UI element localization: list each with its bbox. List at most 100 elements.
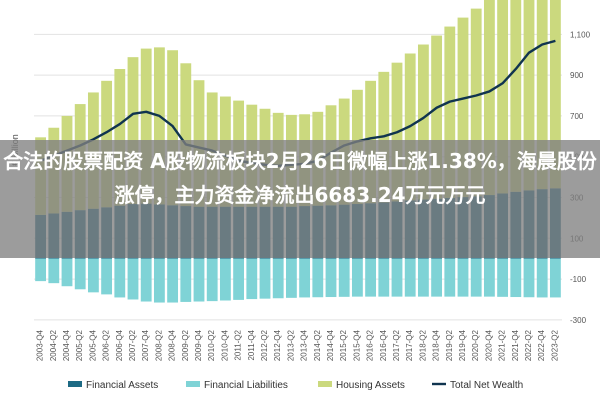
housing-assets-bar <box>417 44 429 200</box>
financial-liabilities-bar <box>497 258 509 297</box>
financial-liabilities-bar <box>312 258 324 298</box>
legend-label: Total Net Wealth <box>450 380 523 391</box>
financial-liabilities-bar <box>74 258 86 290</box>
financial-liabilities-bar <box>351 258 363 297</box>
financial-liabilities-bar <box>193 258 205 302</box>
x-tick-label: 2019-Q2 <box>445 329 454 361</box>
x-tick-label: 2018-Q2 <box>418 329 427 361</box>
financial-liabilities-bar <box>259 258 271 299</box>
x-tick-label: 2006-Q2 <box>102 329 111 361</box>
housing-assets-bar <box>180 63 192 207</box>
x-tick-label: 2021-Q4 <box>511 329 520 361</box>
x-tick-label: 2023-Q2 <box>550 329 559 361</box>
x-tick-label: 2011-Q4 <box>247 329 256 360</box>
financial-liabilities-bar <box>483 258 495 297</box>
housing-assets-bar <box>497 0 509 194</box>
x-tick-label: 2013-Q4 <box>300 329 309 361</box>
x-tick-label: 2004-Q4 <box>62 329 71 361</box>
x-tick-label: 2003-Q4 <box>36 329 45 361</box>
y-tick-label: 700 <box>570 112 584 121</box>
financial-liabilities-bar <box>536 258 548 298</box>
financial-liabilities-bar <box>391 258 403 297</box>
financial-liabilities-bar <box>325 258 337 298</box>
x-tick-label: 2008-Q4 <box>168 329 177 361</box>
financial-liabilities-bar <box>365 258 377 297</box>
x-tick-label: 2006-Q4 <box>115 329 124 361</box>
x-tick-label: 2005-Q2 <box>75 329 84 361</box>
x-tick-label: 2020-Q4 <box>484 329 493 361</box>
financial-liabilities-bar <box>167 258 179 303</box>
legend-swatch <box>186 381 200 387</box>
financial-liabilities-bar <box>35 258 47 282</box>
housing-assets-bar <box>523 0 535 191</box>
financial-liabilities-bar <box>285 258 297 298</box>
x-tick-label: 2015-Q4 <box>352 329 361 361</box>
y-tick-label: -300 <box>570 316 587 325</box>
x-tick-label: 2020-Q2 <box>471 329 480 361</box>
financial-liabilities-bar <box>470 258 482 297</box>
financial-liabilities-bar <box>523 258 535 298</box>
x-tick-label: 2021-Q2 <box>498 329 507 361</box>
legend-label: Housing Assets <box>336 380 405 391</box>
financial-liabilities-bar <box>180 258 192 302</box>
headline-text: 合法的股票配资 A股物流板块2月26日微幅上涨1.38%，海晨股份涨停，主力资金… <box>3 149 597 207</box>
x-tick-label: 2014-Q4 <box>326 329 335 361</box>
housing-assets-bar <box>127 57 139 205</box>
housing-assets-bar <box>470 8 482 197</box>
legend: Financial Assets Financial Liabilities Hou… <box>68 380 523 391</box>
x-tick-label: 2010-Q2 <box>207 329 216 361</box>
x-tick-label: 2017-Q2 <box>392 329 401 361</box>
financial-liabilities-bar <box>206 258 218 302</box>
x-tick-label: 2007-Q4 <box>141 329 150 361</box>
legend-swatch <box>68 381 82 387</box>
x-tick-label: 2017-Q4 <box>405 329 414 361</box>
legend-label: Financial Liabilities <box>204 380 288 391</box>
financial-liabilities-bar <box>246 258 258 300</box>
x-tick-label: 2012-Q4 <box>273 329 282 361</box>
financial-liabilities-bar <box>444 258 456 297</box>
x-tick-label: 2009-Q4 <box>194 329 203 361</box>
x-tick-label: 2018-Q4 <box>432 329 441 361</box>
financial-liabilities-bar <box>87 258 99 293</box>
x-tick-label: 2011-Q2 <box>234 329 243 360</box>
financial-liabilities-bar <box>338 258 350 297</box>
x-tick-label: 2010-Q4 <box>220 329 229 361</box>
x-tick-label: 2009-Q2 <box>181 329 190 361</box>
housing-assets-bar <box>483 0 495 196</box>
financial-liabilities-bar <box>61 258 73 287</box>
financial-liabilities-bar <box>114 258 126 298</box>
legend-swatch <box>318 381 332 387</box>
x-tick-label: 2016-Q2 <box>366 329 375 361</box>
housing-assets-bar <box>457 17 469 198</box>
financial-liabilities-bar <box>510 258 522 298</box>
housing-assets-bar <box>536 0 548 190</box>
x-tick-label: 2015-Q2 <box>339 329 348 361</box>
x-tick-label: 2022-Q2 <box>524 329 533 361</box>
financial-liabilities-bar <box>549 258 561 298</box>
x-tick-label: 2012-Q2 <box>260 329 269 361</box>
housing-assets-bar <box>549 0 561 189</box>
financial-liabilities-bar <box>233 258 245 300</box>
housing-assets-bar <box>140 48 152 204</box>
financial-liabilities-bar <box>127 258 139 300</box>
financial-liabilities-bar <box>48 258 60 284</box>
financial-liabilities-bar <box>457 258 469 297</box>
legend-label: Financial Assets <box>86 380 158 391</box>
financial-liabilities-bar <box>404 258 416 297</box>
financial-liabilities-bar <box>378 258 390 297</box>
financial-liabilities-bar <box>299 258 311 298</box>
housing-assets-bar <box>114 68 126 206</box>
housing-assets-bar <box>444 26 456 198</box>
x-tick-label: 2013-Q2 <box>286 329 295 361</box>
financial-liabilities-bar <box>219 258 231 301</box>
x-tick-label: 2008-Q2 <box>154 329 163 361</box>
housing-assets-bar <box>431 35 443 199</box>
housing-assets-bar <box>510 0 522 192</box>
x-tick-label: 2019-Q4 <box>458 329 467 361</box>
y-tick-label: -100 <box>570 275 587 284</box>
y-tick-label: 1,100 <box>570 30 591 39</box>
financial-liabilities-bar <box>272 258 284 299</box>
x-tick-label: 2004-Q2 <box>49 329 58 361</box>
financial-liabilities-bar <box>101 258 113 295</box>
headline-banner <box>0 140 600 258</box>
